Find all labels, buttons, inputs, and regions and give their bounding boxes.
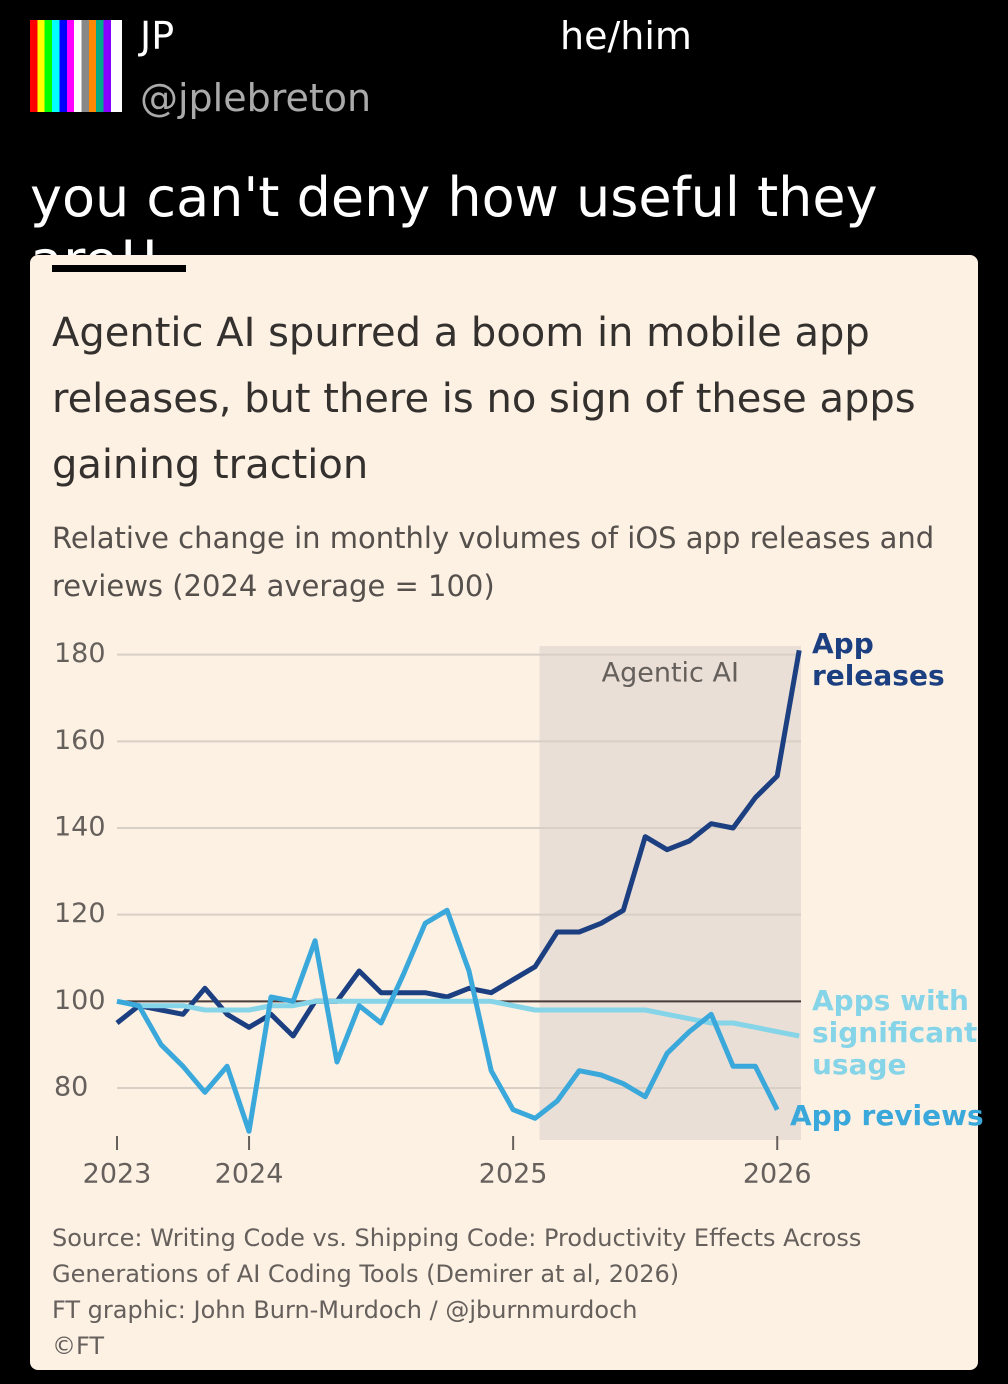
- shade-label: Agentic AI: [602, 658, 739, 689]
- series-label: App releases: [812, 627, 945, 692]
- y-tick-label: 160: [54, 725, 106, 756]
- user-name[interactable]: JP: [140, 14, 175, 58]
- source: Source: Writing Code vs. Shipping Code: …: [52, 1220, 952, 1364]
- source-line: ©FT: [52, 1332, 105, 1360]
- series-label: Apps with significant usage: [812, 984, 978, 1081]
- source-line: Generations of AI Coding Tools (Demirer …: [52, 1260, 680, 1288]
- y-tick-label: 100: [54, 985, 106, 1016]
- y-tick-label: 120: [54, 898, 106, 929]
- ft-bar: [52, 265, 186, 272]
- chart-title: Agentic AI spurred a boom in mobile app …: [52, 310, 916, 488]
- chart-card[interactable]: [30, 255, 978, 1370]
- series-line: [116, 907, 780, 1134]
- chart-subtitle: Relative change in monthly volumes of iO…: [52, 521, 935, 603]
- pronouns: he/him: [560, 14, 692, 58]
- series-line: [115, 649, 802, 1039]
- series-line: [116, 998, 800, 1039]
- source-line: Source: Writing Code vs. Shipping Code: …: [52, 1224, 862, 1252]
- x-tick-label: 2026: [743, 1159, 812, 1190]
- x-tick-label: 2023: [83, 1159, 152, 1190]
- y-tick-label: 140: [54, 812, 106, 843]
- source-line: FT graphic: John Burn-Murdoch / @jburnmu…: [52, 1296, 638, 1324]
- x-tick-label: 2024: [215, 1159, 284, 1190]
- y-tick-label: 80: [54, 1072, 88, 1103]
- shade-region: [539, 646, 801, 1140]
- user-handle[interactable]: @jplebreton: [140, 76, 372, 120]
- series-label: App reviews: [790, 1099, 984, 1132]
- y-tick-label: 180: [54, 638, 106, 669]
- avatar: [30, 20, 122, 112]
- x-tick-label: 2025: [479, 1159, 548, 1190]
